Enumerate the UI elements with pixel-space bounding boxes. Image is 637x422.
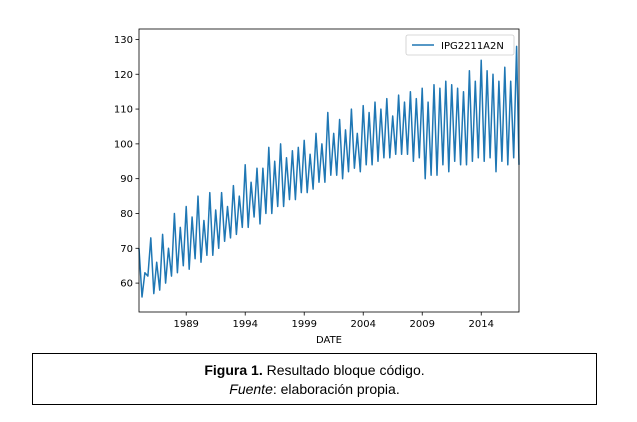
caption-line-2: Fuente: elaboración propia.	[33, 380, 596, 399]
caption-source-text: : elaboración propia.	[272, 381, 400, 397]
x-tick-label: 1999	[291, 319, 316, 330]
x-tick-label: 1989	[173, 319, 198, 330]
caption-text: Resultado bloque código.	[262, 362, 425, 378]
legend: IPG2211A2N	[405, 34, 515, 56]
caption-line-1: Figura 1. Resultado bloque código.	[33, 361, 596, 380]
y-tick-label: 90	[120, 174, 133, 185]
plot-area	[139, 29, 519, 312]
x-tick-label: 1994	[232, 319, 257, 330]
series-line-0	[138, 45, 520, 298]
y-tick-label: 110	[114, 105, 133, 116]
caption-label: Figura 1.	[204, 362, 263, 378]
plot-frame	[138, 28, 520, 313]
series-layer	[138, 45, 520, 298]
y-tick-label: 120	[114, 70, 133, 81]
caption-source-label: Fuente	[229, 381, 273, 397]
y-tick-label: 60	[120, 279, 133, 290]
figure-caption: Figura 1. Resultado bloque código. Fuent…	[32, 353, 597, 405]
x-axis-title: DATE	[316, 335, 342, 346]
y-tick-label: 130	[114, 35, 133, 46]
legend-label: IPG2211A2N	[441, 41, 504, 52]
y-tick-label: 100	[114, 139, 133, 150]
line-chart: 1989 1994 1999 2004 2009 2014 60 70 80 90 100 110 1…	[114, 28, 520, 346]
x-axis-ticks: 1989 1994 1999 2004 2009 2014	[173, 312, 494, 330]
x-tick-label: 2004	[350, 319, 375, 330]
y-tick-label: 70	[120, 244, 133, 255]
legend-box	[405, 34, 515, 56]
y-tick-label: 80	[120, 209, 133, 220]
x-tick-label: 2014	[469, 319, 494, 330]
x-tick-label: 2009	[410, 319, 435, 330]
y-axis-ticks: 60 70 80 90 100 110 120 130	[114, 35, 139, 290]
